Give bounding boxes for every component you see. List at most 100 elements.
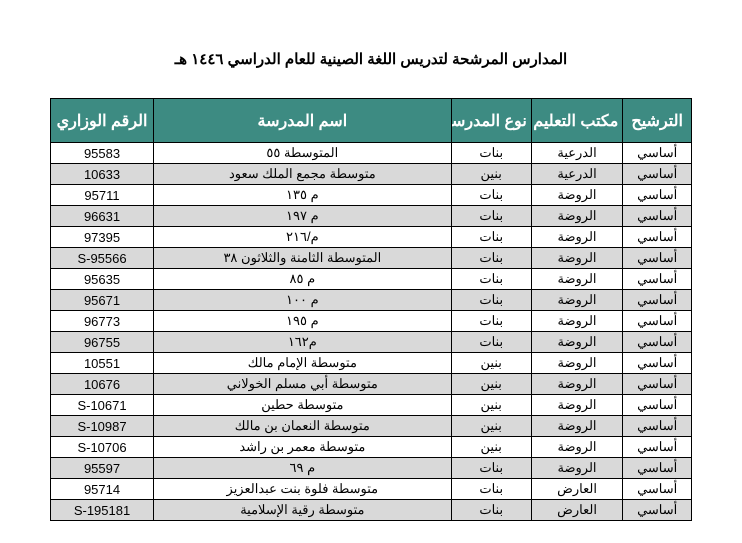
cell-nomination: أساسي [623, 143, 692, 164]
cell-name: متوسطة أبي مسلم الخولاني [154, 374, 452, 395]
cell-nomination: أساسي [623, 248, 692, 269]
cell-type: بنات [451, 206, 531, 227]
cell-office: الروضة [531, 206, 623, 227]
cell-nomination: أساسي [623, 332, 692, 353]
cell-type: بنات [451, 248, 531, 269]
cell-nomination: أساسي [623, 353, 692, 374]
cell-nomination: أساسي [623, 458, 692, 479]
cell-ministerial: S-10706 [51, 437, 154, 458]
cell-nomination: أساسي [623, 164, 692, 185]
cell-ministerial: S-10671 [51, 395, 154, 416]
cell-nomination: أساسي [623, 269, 692, 290]
cell-ministerial: 96631 [51, 206, 154, 227]
table-row: أساسيالعارضبناتمتوسطة فلوة بنت عبدالعزيز… [51, 479, 692, 500]
cell-ministerial: 95714 [51, 479, 154, 500]
cell-type: بنات [451, 143, 531, 164]
table-row: أساسيالروضةبنينمتوسطة الإمام مالك10551 [51, 353, 692, 374]
cell-ministerial: S-10987 [51, 416, 154, 437]
table-row: أساسيالروضةبناتم١٦٢96755 [51, 332, 692, 353]
table-row: أساسيالروضةبنينمتوسطة حطينS-10671 [51, 395, 692, 416]
table-row: أساسيالروضةبناتم ١٩٥96773 [51, 311, 692, 332]
cell-ministerial: 10633 [51, 164, 154, 185]
table-row: أساسيالروضةبنينمتوسطة النعمان بن مالكS-1… [51, 416, 692, 437]
table-body: أساسيالدرعيةبناتالمتوسطة ٥٥95583أساسيالد… [51, 143, 692, 521]
cell-name: متوسطة حطين [154, 395, 452, 416]
schools-table: الترشيح مكتب التعليم نوع المدرسة اسم الم… [50, 98, 692, 521]
cell-ministerial: 95671 [51, 290, 154, 311]
cell-office: العارض [531, 479, 623, 500]
cell-name: م ٦٩ [154, 458, 452, 479]
cell-name: م ١٠٠ [154, 290, 452, 311]
cell-name: م ٨٥ [154, 269, 452, 290]
page-title: المدارس المرشحة لتدريس اللغة الصينية للع… [50, 50, 692, 68]
cell-type: بنات [451, 479, 531, 500]
cell-ministerial: 10551 [51, 353, 154, 374]
cell-type: بنين [451, 353, 531, 374]
cell-ministerial: 97395 [51, 227, 154, 248]
table-row: أساسيالروضةبناتم ١٩٧96631 [51, 206, 692, 227]
cell-ministerial: 95711 [51, 185, 154, 206]
table-row: أساسيالروضةبنينمتوسطة معمر بن راشدS-1070… [51, 437, 692, 458]
cell-office: العارض [531, 500, 623, 521]
cell-office: الروضة [531, 374, 623, 395]
cell-type: بنات [451, 311, 531, 332]
cell-name: م١٦٢ [154, 332, 452, 353]
cell-nomination: أساسي [623, 290, 692, 311]
cell-office: الروضة [531, 353, 623, 374]
cell-nomination: أساسي [623, 437, 692, 458]
col-header-nomination: الترشيح [623, 99, 692, 143]
cell-type: بنات [451, 269, 531, 290]
cell-name: متوسطة فلوة بنت عبدالعزيز [154, 479, 452, 500]
table-row: أساسيالروضةبناتم ٦٩95597 [51, 458, 692, 479]
col-header-office: مكتب التعليم [531, 99, 623, 143]
cell-ministerial: 96773 [51, 311, 154, 332]
cell-office: الروضة [531, 458, 623, 479]
cell-type: بنات [451, 290, 531, 311]
col-header-name: اسم المدرسة [154, 99, 452, 143]
cell-name: م/٢١٦ [154, 227, 452, 248]
cell-name: م ١٩٧ [154, 206, 452, 227]
cell-type: بنين [451, 437, 531, 458]
cell-name: م ١٩٥ [154, 311, 452, 332]
cell-type: بنين [451, 395, 531, 416]
cell-nomination: أساسي [623, 500, 692, 521]
cell-name: المتوسطة ٥٥ [154, 143, 452, 164]
cell-nomination: أساسي [623, 395, 692, 416]
cell-name: المتوسطة الثامنة والثلاثون ٣٨ [154, 248, 452, 269]
cell-name: متوسطة الإمام مالك [154, 353, 452, 374]
cell-type: بنات [451, 458, 531, 479]
cell-nomination: أساسي [623, 227, 692, 248]
cell-type: بنين [451, 164, 531, 185]
cell-office: الدرعية [531, 164, 623, 185]
cell-type: بنات [451, 227, 531, 248]
cell-name: م ١٣٥ [154, 185, 452, 206]
cell-ministerial: 95635 [51, 269, 154, 290]
cell-office: الروضة [531, 437, 623, 458]
cell-nomination: أساسي [623, 311, 692, 332]
table-row: أساسيالروضةبناتم ١٣٥95711 [51, 185, 692, 206]
cell-name: متوسطة رقية الإسلامية [154, 500, 452, 521]
cell-ministerial: 95597 [51, 458, 154, 479]
cell-ministerial: 96755 [51, 332, 154, 353]
cell-name: متوسطة مجمع الملك سعود [154, 164, 452, 185]
table-row: أساسيالروضةبناتم ٨٥95635 [51, 269, 692, 290]
table-row: أساسيالعارضبناتمتوسطة رقية الإسلاميةS-19… [51, 500, 692, 521]
cell-office: الدرعية [531, 143, 623, 164]
cell-nomination: أساسي [623, 185, 692, 206]
cell-name: متوسطة النعمان بن مالك [154, 416, 452, 437]
cell-nomination: أساسي [623, 416, 692, 437]
cell-office: الروضة [531, 290, 623, 311]
cell-office: الروضة [531, 395, 623, 416]
table-row: أساسيالروضةبناتم ١٠٠95671 [51, 290, 692, 311]
cell-nomination: أساسي [623, 206, 692, 227]
cell-office: الروضة [531, 311, 623, 332]
table-row: أساسيالروضةبنينمتوسطة أبي مسلم الخولاني1… [51, 374, 692, 395]
cell-ministerial: S-95566 [51, 248, 154, 269]
cell-ministerial: S-195181 [51, 500, 154, 521]
cell-office: الروضة [531, 332, 623, 353]
table-row: أساسيالدرعيةبنينمتوسطة مجمع الملك سعود10… [51, 164, 692, 185]
cell-ministerial: 95583 [51, 143, 154, 164]
cell-office: الروضة [531, 416, 623, 437]
table-header-row: الترشيح مكتب التعليم نوع المدرسة اسم الم… [51, 99, 692, 143]
cell-type: بنات [451, 332, 531, 353]
